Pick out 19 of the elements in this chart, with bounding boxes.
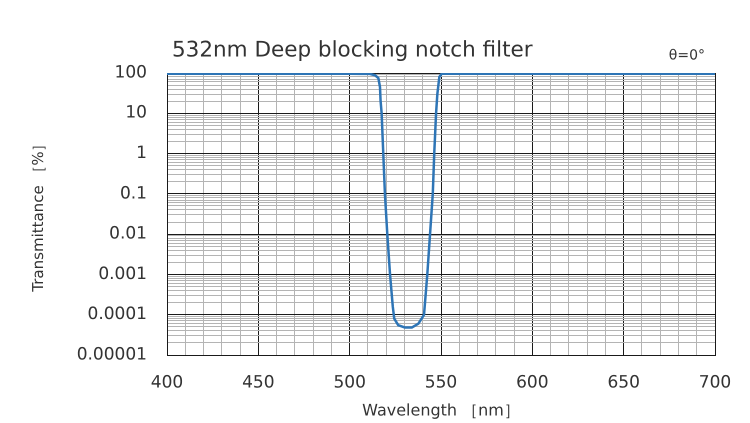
chart-title: 532nm Deep blocking notch filter	[172, 38, 533, 63]
y-tick-label: 0.0001	[88, 304, 147, 324]
x-tick-label: 550	[424, 372, 458, 393]
y-tick-label: 0.01	[109, 224, 147, 244]
x-axis-title: Wavelength ［nm］	[362, 400, 520, 420]
x-tick-label: 500	[333, 372, 366, 393]
y-tick-label: 0.1	[120, 183, 147, 204]
text: θ=0°	[668, 48, 705, 64]
y-tick-label: 0.00001	[76, 344, 147, 364]
y-tick-label: 10	[125, 102, 147, 123]
y-tick-label: 100	[114, 62, 147, 82]
y-axis-title: Transmittance ［%］	[28, 136, 47, 293]
x-tick-label: 650	[607, 372, 640, 393]
x-tick-label: 600	[516, 372, 549, 393]
y-tick-label: 0.001	[98, 264, 147, 284]
x-tick-label: 400	[150, 372, 184, 393]
x-tick-label: 450	[242, 372, 275, 393]
y-tick-label: 1	[136, 142, 147, 163]
x-tick-label: 700	[698, 372, 732, 393]
